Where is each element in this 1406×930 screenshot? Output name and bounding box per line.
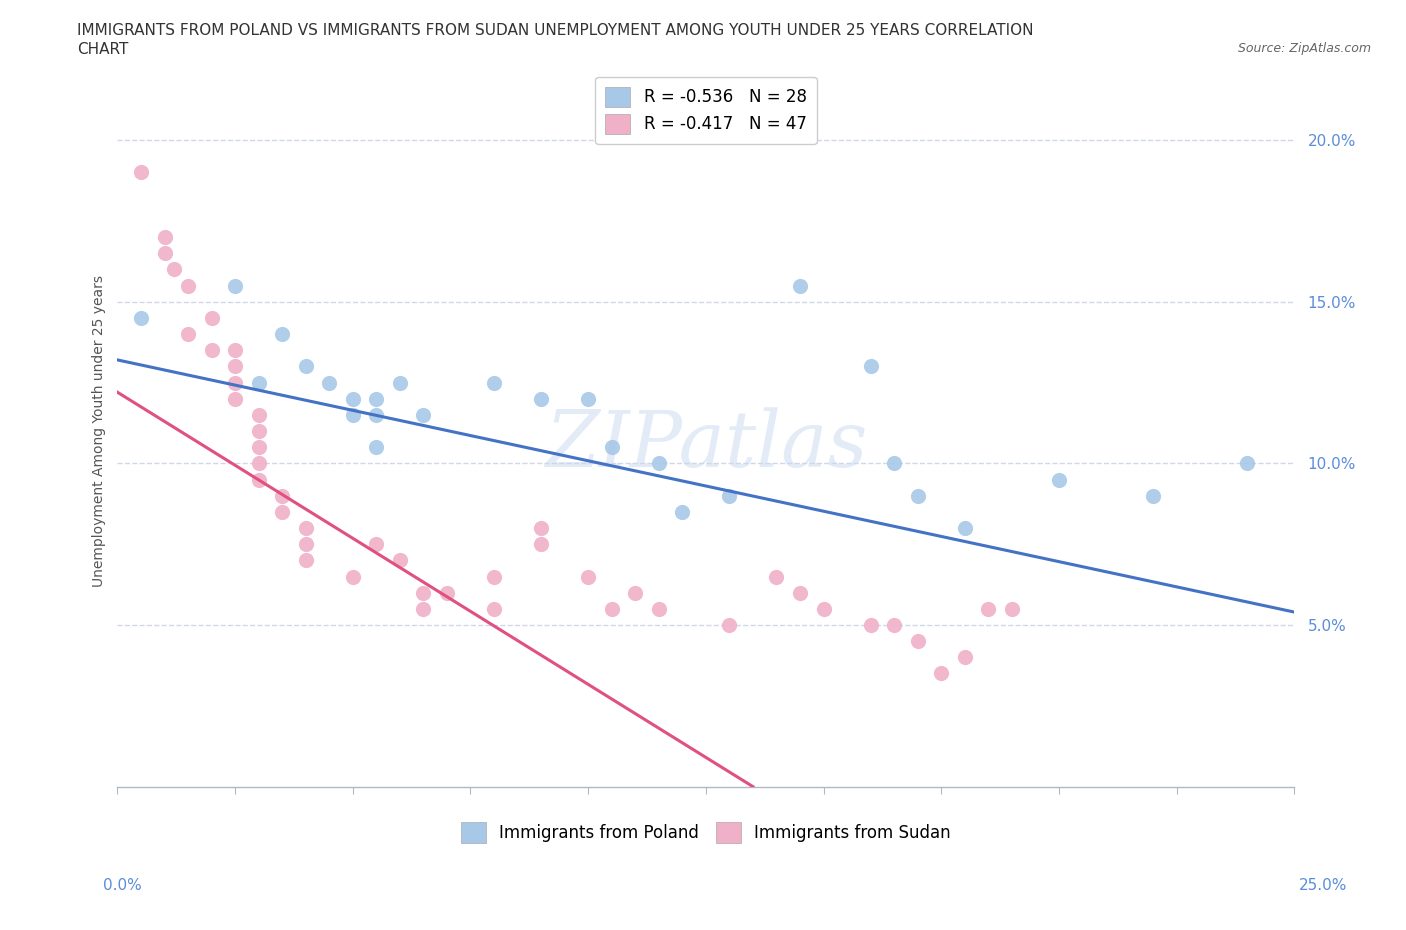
Point xyxy=(765,569,787,584)
Point xyxy=(412,585,434,600)
Point xyxy=(200,343,222,358)
Point xyxy=(929,666,952,681)
Point xyxy=(224,392,246,406)
Point xyxy=(247,407,270,422)
Point xyxy=(177,278,200,293)
Point xyxy=(294,537,316,551)
Point xyxy=(718,488,741,503)
Point xyxy=(600,440,623,455)
Point xyxy=(953,521,976,536)
Point xyxy=(648,456,671,471)
Point xyxy=(907,633,929,648)
Point xyxy=(294,553,316,568)
Legend: Immigrants from Poland, Immigrants from Sudan: Immigrants from Poland, Immigrants from … xyxy=(454,816,957,849)
Point xyxy=(129,311,152,325)
Point xyxy=(1001,602,1024,617)
Point xyxy=(153,230,176,245)
Point xyxy=(129,165,152,179)
Point xyxy=(224,375,246,390)
Point xyxy=(294,359,316,374)
Point xyxy=(789,585,811,600)
Point xyxy=(366,407,388,422)
Point xyxy=(200,311,222,325)
Point xyxy=(342,569,364,584)
Point xyxy=(271,504,294,519)
Point xyxy=(177,326,200,341)
Point xyxy=(247,440,270,455)
Text: IMMIGRANTS FROM POLAND VS IMMIGRANTS FROM SUDAN UNEMPLOYMENT AMONG YOUTH UNDER 2: IMMIGRANTS FROM POLAND VS IMMIGRANTS FRO… xyxy=(77,23,1033,38)
Point xyxy=(813,602,835,617)
Point xyxy=(907,488,929,503)
Point xyxy=(247,472,270,487)
Point xyxy=(366,537,388,551)
Point xyxy=(294,521,316,536)
Point xyxy=(953,650,976,665)
Point xyxy=(436,585,458,600)
Y-axis label: Unemployment Among Youth under 25 years: Unemployment Among Youth under 25 years xyxy=(93,275,107,587)
Text: ZIPatlas: ZIPatlas xyxy=(544,407,868,484)
Text: Source: ZipAtlas.com: Source: ZipAtlas.com xyxy=(1237,42,1371,55)
Point xyxy=(153,246,176,260)
Point xyxy=(247,375,270,390)
Point xyxy=(366,392,388,406)
Point xyxy=(1236,456,1258,471)
Point xyxy=(482,375,505,390)
Point xyxy=(576,392,599,406)
Point xyxy=(224,359,246,374)
Point xyxy=(530,537,553,551)
Point xyxy=(482,569,505,584)
Point xyxy=(412,602,434,617)
Point xyxy=(530,392,553,406)
Point xyxy=(247,423,270,438)
Point xyxy=(224,278,246,293)
Point xyxy=(1142,488,1164,503)
Text: CHART: CHART xyxy=(77,42,129,57)
Point xyxy=(624,585,647,600)
Point xyxy=(530,521,553,536)
Point xyxy=(388,553,411,568)
Point xyxy=(859,618,882,632)
Point xyxy=(883,618,905,632)
Point xyxy=(388,375,411,390)
Point xyxy=(482,602,505,617)
Point xyxy=(718,618,741,632)
Point xyxy=(366,440,388,455)
Point xyxy=(671,504,693,519)
Point xyxy=(271,488,294,503)
Point xyxy=(600,602,623,617)
Point xyxy=(1047,472,1070,487)
Point xyxy=(224,343,246,358)
Point xyxy=(883,456,905,471)
Point xyxy=(859,359,882,374)
Text: 0.0%: 0.0% xyxy=(103,878,142,893)
Point xyxy=(163,262,186,277)
Point xyxy=(977,602,1000,617)
Point xyxy=(789,278,811,293)
Point xyxy=(247,456,270,471)
Point xyxy=(576,569,599,584)
Point xyxy=(342,392,364,406)
Point xyxy=(271,326,294,341)
Point xyxy=(412,407,434,422)
Point xyxy=(318,375,340,390)
Point xyxy=(648,602,671,617)
Text: 25.0%: 25.0% xyxy=(1299,878,1347,893)
Point xyxy=(342,407,364,422)
